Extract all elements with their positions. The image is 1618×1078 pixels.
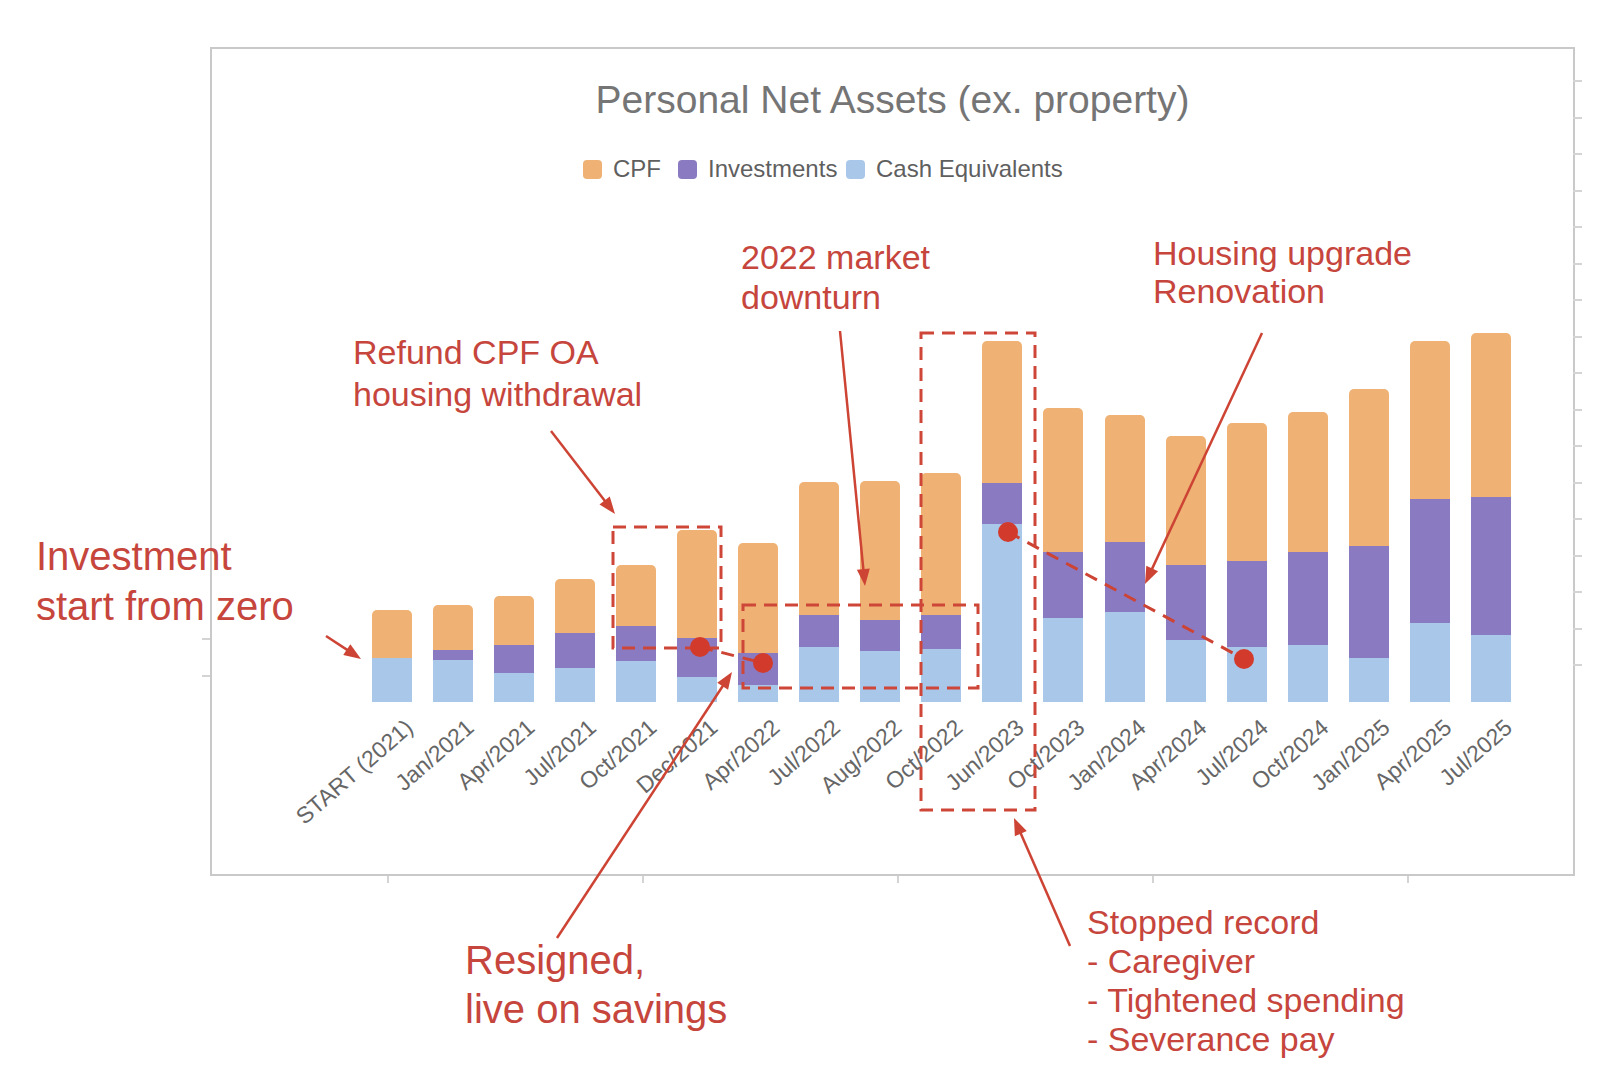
annotation-resigned: Resigned, live on savings (465, 936, 727, 1034)
axis-tick (642, 876, 644, 883)
axis-tick (1573, 372, 1582, 374)
annotation-stopped-record: Stopped record - Caregiver - Tightened s… (1087, 903, 1405, 1059)
axis-tick (1573, 117, 1582, 119)
axis-tick (1573, 445, 1582, 447)
axis-tick (1573, 263, 1582, 265)
axis-tick (1573, 518, 1582, 520)
axis-tick (1573, 628, 1582, 630)
axis-tick (1573, 153, 1582, 155)
axis-tick (1573, 80, 1582, 82)
axis-tick (1573, 336, 1582, 338)
page: Personal Net Assets (ex. property) CPF I… (0, 0, 1618, 1078)
annotation-housing-upgrade: Housing upgrade Renovation (1153, 234, 1412, 310)
axis-tick (1152, 876, 1154, 883)
axis-tick (202, 675, 210, 677)
event-dot-jul2024 (1234, 649, 1254, 669)
axis-tick (202, 638, 210, 640)
event-dot-dec2021 (690, 637, 710, 657)
axis-tick (387, 876, 389, 883)
axis-tick (1573, 409, 1582, 411)
annotation-refund-cpf: Refund CPF OA housing withdrawal (353, 331, 642, 415)
axis-tick (1573, 555, 1582, 557)
axis-tick (1573, 190, 1582, 192)
annotation-2022-downturn: 2022 market downturn (741, 237, 930, 317)
axis-tick (897, 876, 899, 883)
event-dot-jun2023 (998, 522, 1018, 542)
axis-tick (1573, 482, 1582, 484)
axis-tick (1573, 664, 1582, 666)
axis-tick (1573, 591, 1582, 593)
event-dot-apr2022 (753, 653, 773, 673)
axis-tick (1573, 226, 1582, 228)
axis-tick (1407, 876, 1409, 883)
axis-tick (1573, 299, 1582, 301)
annotation-investment-start: Investment start from zero (36, 531, 294, 631)
